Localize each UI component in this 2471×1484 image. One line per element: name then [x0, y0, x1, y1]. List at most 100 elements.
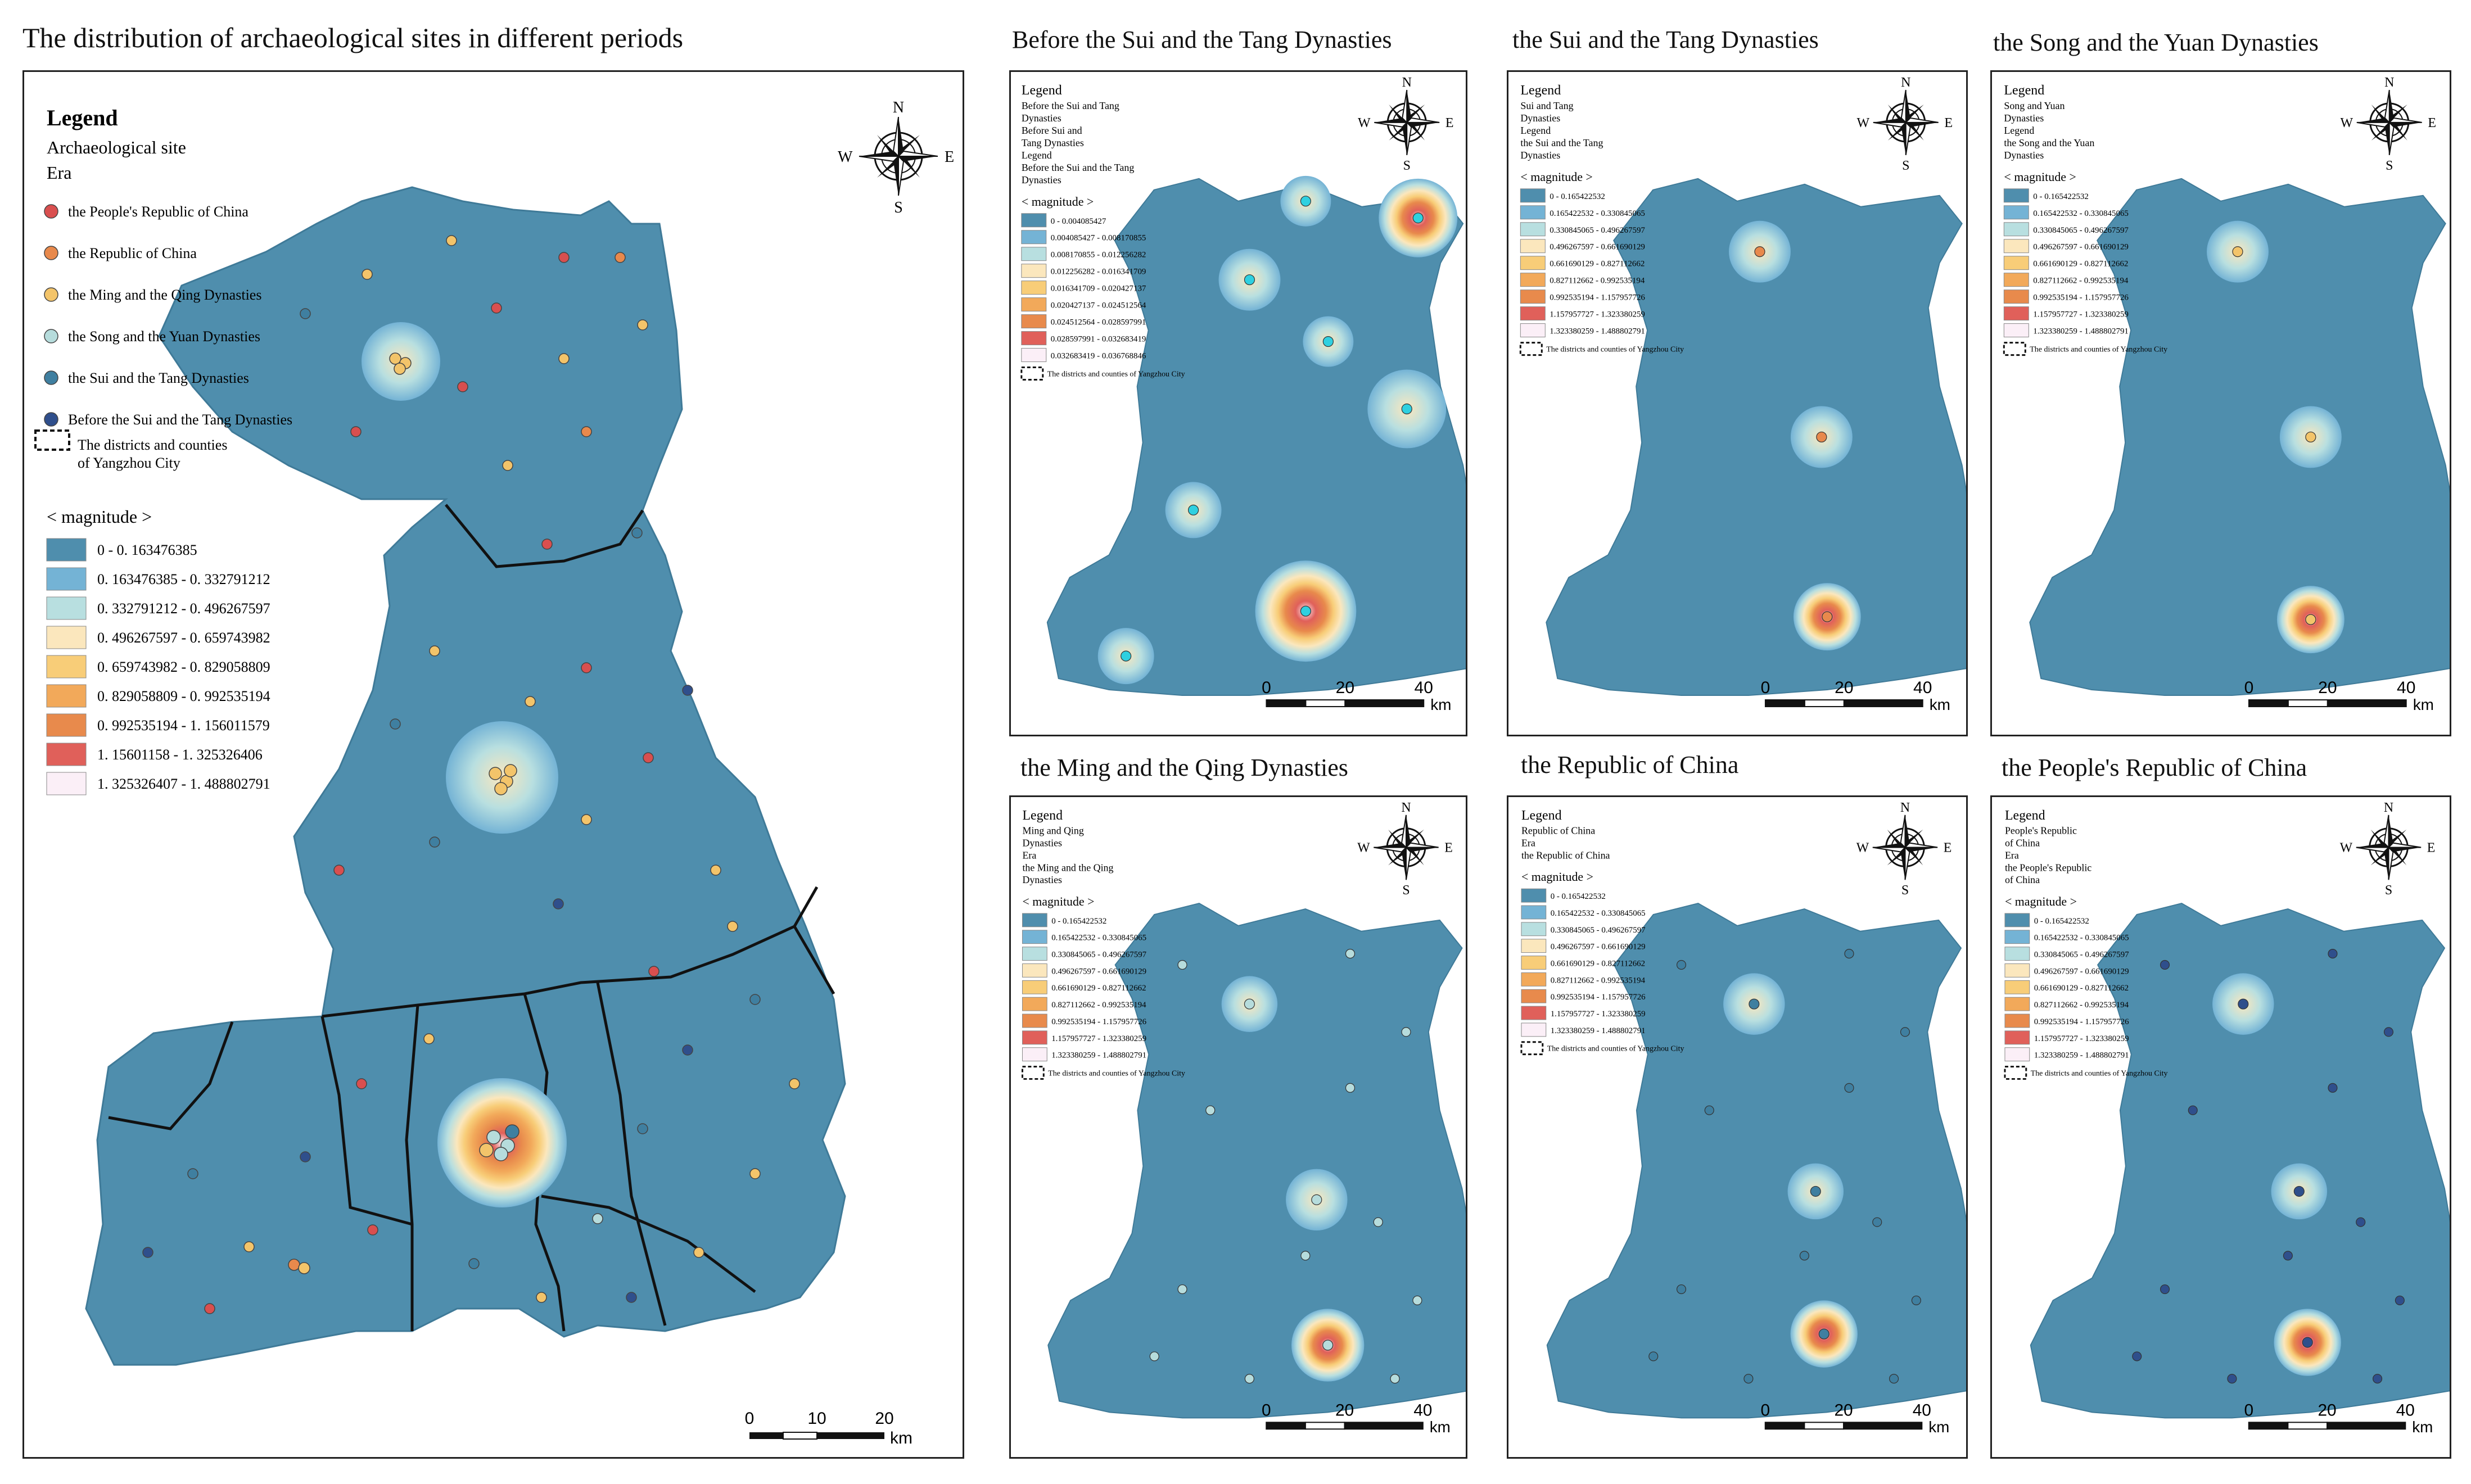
magnitude-heading: < magnitude >: [47, 506, 152, 527]
boundary-legend-label-1: The districts and counties: [78, 437, 227, 453]
compass-n: N: [1901, 75, 1910, 90]
panel-site: [2160, 960, 2170, 970]
panel-region: [2030, 902, 2471, 1419]
panel-magnitude-label: 0.992535194 - 1.157957726: [2034, 1017, 2129, 1026]
panel-region: [2029, 178, 2471, 696]
panel-magnitude-swatch: [2004, 1047, 2030, 1062]
panel-site: [2302, 1337, 2313, 1348]
compass-e: E: [1444, 841, 1453, 856]
panel-magnitude-swatch: [2004, 913, 2030, 928]
panel-magnitude-label: 0.330845065 - 0.496267597: [2033, 226, 2129, 235]
panel-magnitude-label: 0.496267597 - 0.661690129: [2034, 967, 2129, 976]
panel-boundary-label: The districts and counties of Yangzhou C…: [1546, 346, 1684, 354]
compass-s: S: [1902, 159, 1909, 173]
panel-magnitude-label: 0 - 0.165422532: [1550, 192, 1605, 201]
compass-e: E: [945, 148, 954, 166]
panel-magnitude-swatch: [1521, 956, 1547, 970]
panel-site: [1648, 1351, 1659, 1361]
panel-map-frame: Legend Republic of China Era the Republic o…: [1507, 795, 1990, 1459]
panel-magnitude-label: 0.661690129 - 0.827112662: [1051, 984, 1146, 993]
panel-magnitude-label: 0 - 0.165422532: [2033, 192, 2089, 201]
panel-magnitude-label: 0.016341709 - 0.020427137: [1051, 284, 1146, 293]
panel-magnitude-swatch: [2004, 1030, 2030, 1045]
panel-boundary-label: The districts and counties of Yangzhou C…: [1047, 370, 1185, 379]
panel-magnitude-label: 0.827112662 - 0.992535194: [1051, 1001, 1146, 1010]
panel-site: [1844, 1083, 1854, 1093]
panel-site: [1401, 403, 1412, 415]
panel-legend-line: Dynasties: [1520, 150, 1560, 161]
panel-legend-heading: Legend: [2004, 83, 2044, 98]
panel-boundary-label: The districts and counties of Yangzhou C…: [1547, 1045, 1684, 1053]
era-legend-label: the Republic of China: [68, 245, 197, 261]
scale-unit: km: [1430, 696, 1451, 713]
compass-n: N: [893, 99, 904, 116]
scale-tick: 0: [1262, 678, 1271, 697]
main-map-frame: Legend Archaeological site Era the Peopl…: [22, 70, 964, 1459]
panel-magnitude-swatch: [1022, 1047, 1047, 1062]
compass-s: S: [1402, 883, 1410, 898]
panel-magnitude-swatch: [1521, 939, 1547, 953]
magnitude-label: 1. 15601158 - 1. 325326406: [97, 746, 263, 763]
legend-era-label: Era: [47, 162, 71, 183]
era-legend-label: Before the Sui and the Tang Dynasties: [68, 411, 292, 428]
panel-magnitude-label: 0 - 0.165422532: [2034, 917, 2089, 926]
panel-magnitude-swatch: [1022, 997, 1047, 1011]
panel-site: [1822, 611, 1833, 622]
panel-magnitude-label: 0.032683419 - 0.036768846: [1051, 352, 1146, 361]
magnitude-label: 0. 659743982 - 0. 829058809: [97, 659, 270, 675]
panel-site: [1816, 431, 1827, 443]
panel-magnitude-label: 0.827112662 - 0.992535194: [2034, 1001, 2129, 1010]
panel-magnitude-swatch: [1520, 205, 1546, 220]
compass-s: S: [1901, 883, 1909, 898]
panel-magnitude-heading: < magnitude >: [1022, 895, 1094, 908]
panel-magnitude-label: 1.323380259 - 1.488802791: [1051, 1051, 1146, 1060]
panel-magnitude-label: 0.496267597 - 0.661690129: [1051, 967, 1146, 976]
panel-magnitude-label: 0.827112662 - 0.992535194: [1550, 277, 1645, 286]
panel-magnitude-swatch: [1022, 1030, 1047, 1045]
panel-boundary-swatch: [2003, 342, 2026, 356]
panel-magnitude-label: 0.661690129 - 0.827112662: [1550, 260, 1645, 269]
compass-w: W: [2340, 841, 2353, 856]
panel-site: [2305, 431, 2316, 443]
panel-magnitude-swatch: [1520, 323, 1546, 338]
panel-legend-line: Dynasties: [2004, 150, 2044, 161]
panel-legend-line: Era: [1521, 838, 1535, 849]
panel-magnitude-label: 0.496267597 - 0.661690129: [1550, 243, 1645, 252]
compass-s: S: [1403, 159, 1411, 173]
panel-magnitude-swatch: [1520, 306, 1546, 321]
panel-legend-line: Era: [1022, 849, 1036, 861]
panel-magnitude-swatch: [1021, 230, 1047, 245]
magnitude-swatch: [46, 655, 87, 678]
panel-legend-line: Dynasties: [1022, 874, 1062, 885]
scale-bar: 0 10 20 km: [745, 1409, 912, 1447]
panel-magnitude-swatch: [2004, 930, 2030, 944]
panel-magnitude-label: 1.157957727 - 1.323380259: [2034, 1034, 2129, 1043]
panel-magnitude-swatch: [2003, 256, 2029, 270]
panel-magnitude-swatch: [1021, 331, 1047, 346]
panel-magnitude-swatch: [2003, 222, 2029, 237]
compass-e: E: [1944, 116, 1953, 130]
legend-subheading: Archaeological site: [47, 137, 186, 157]
compass-w: W: [1856, 841, 1869, 856]
panel-magnitude-heading: < magnitude >: [1521, 870, 1593, 884]
panel-site: [2232, 246, 2243, 257]
panel-site: [2293, 1186, 2305, 1197]
panel-site: [1390, 1374, 1400, 1384]
compass-rose-icon: N S E W: [2340, 800, 2436, 898]
era-legend-marker: [44, 370, 58, 385]
panel-magnitude-label: 0.008170855 - 0.012256282: [1051, 251, 1146, 260]
panel-magnitude-label: 0.020427137 - 0.024512564: [1051, 301, 1146, 310]
panel-magnitude-swatch: [1022, 980, 1047, 994]
panel-map-frame: Legend Song and Yuan Dynasties Legend the So…: [1990, 70, 2471, 736]
scale-tick: 40: [1913, 678, 1932, 697]
scale-tick: 0: [2244, 1401, 2253, 1419]
compass-rose-icon: N S E W: [1358, 75, 1454, 173]
scale-tick: 40: [1413, 1401, 1432, 1419]
panel-site: [1244, 1374, 1254, 1384]
